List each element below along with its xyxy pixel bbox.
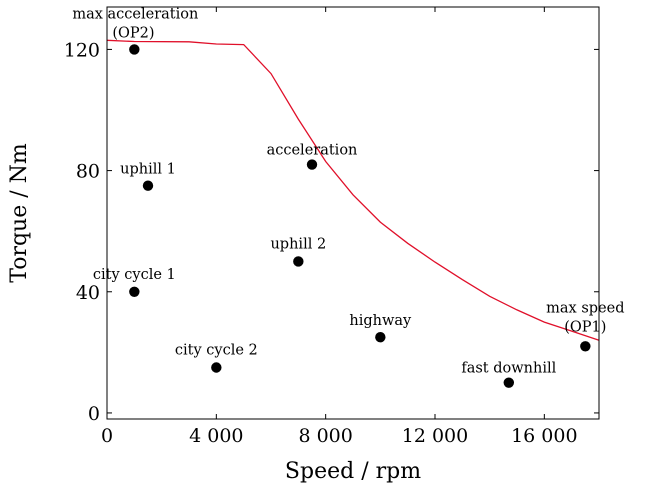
ticks-layer: 0 4 000 8 000 12 000 16 000 0 40 80 120 [64, 7, 599, 447]
plot-frame [106, 6, 600, 420]
y-tick-label: 80 [76, 161, 100, 183]
data-point [375, 332, 386, 343]
x-axis-title: Speed / rpm [285, 459, 421, 484]
point-label: uphill 1 [120, 162, 176, 178]
y-tick-label: 40 [76, 282, 100, 304]
data-point [293, 256, 304, 267]
x-tick-label: 0 [101, 425, 113, 447]
point-label: uphill 2 [270, 236, 326, 252]
point-label: city cycle 2 [175, 343, 258, 359]
point-label: max speed (OP1) [546, 300, 624, 335]
y-tick-label: 120 [64, 39, 100, 61]
torque-limit-curve [106, 39, 600, 341]
x-tick-label: 8 000 [298, 425, 352, 447]
x-tick-label: 4 000 [189, 425, 243, 447]
y-tick-label: 0 [88, 403, 100, 425]
data-point [129, 44, 140, 55]
y-axis-title: Torque / Nm [7, 143, 32, 283]
data-point [211, 362, 222, 373]
curve-layer [106, 39, 600, 341]
data-point [129, 286, 140, 297]
data-point [580, 341, 591, 352]
x-tick-label: 16 000 [511, 425, 577, 447]
data-point [142, 180, 154, 191]
points-layer [129, 44, 591, 388]
point-label: acceleration [267, 143, 358, 159]
x-tick-label: 12 000 [402, 425, 468, 447]
point-label: fast downhill [461, 361, 556, 377]
data-point [503, 377, 514, 388]
point-label: max acceleration (OP2) [72, 6, 198, 41]
point-label: city cycle 1 [93, 267, 176, 283]
point-label: highway [349, 313, 412, 329]
labels-layer: max acceleration (OP2) uphill 1 city cycle … [72, 6, 624, 376]
data-point [306, 159, 318, 170]
